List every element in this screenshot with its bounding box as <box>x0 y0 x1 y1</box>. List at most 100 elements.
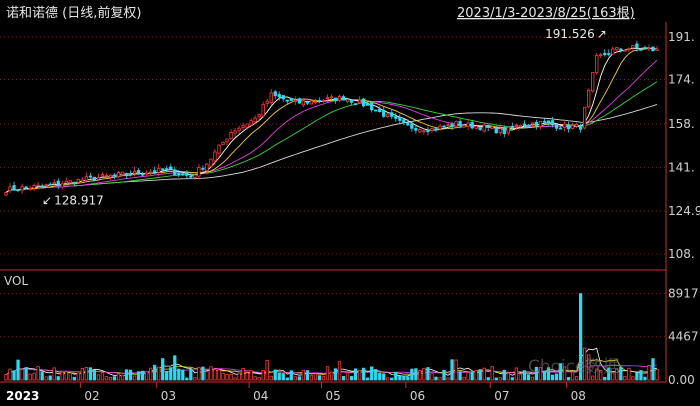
volume-bar <box>116 373 121 381</box>
candle-body <box>205 163 209 172</box>
candle-body <box>454 121 458 127</box>
volume-bar <box>257 377 261 381</box>
candle-body <box>635 43 639 49</box>
volume-bar <box>72 376 76 381</box>
volume-bar <box>438 377 442 381</box>
candle-body <box>390 112 394 117</box>
candle-body <box>297 98 301 104</box>
candle-body <box>494 127 498 134</box>
chart-title: 诺和诺德 (日线,前复权) <box>6 5 141 21</box>
volume-bar <box>522 370 527 381</box>
candlesticks <box>4 40 659 197</box>
volume-bar <box>333 368 338 381</box>
volume-bar <box>534 366 539 381</box>
candle-body <box>583 106 587 129</box>
candle-body <box>534 121 539 127</box>
volume-bar <box>615 368 619 381</box>
candle-body <box>627 48 631 51</box>
candle-body <box>128 173 133 176</box>
volume-bar <box>124 369 129 381</box>
candle-body <box>655 48 659 51</box>
high-arrow-icon: ↗ <box>597 27 607 41</box>
candle-body <box>510 125 514 128</box>
ma20-line <box>5 59 658 193</box>
time-tick-label: 04 <box>253 389 268 403</box>
volume-bar <box>317 375 322 381</box>
volume-bar <box>530 376 535 381</box>
grid-lines <box>0 36 666 338</box>
volume-bar <box>64 371 68 381</box>
candle-body <box>157 167 161 173</box>
candle-body <box>96 177 101 180</box>
candle-body <box>333 97 338 102</box>
candle-body <box>169 166 173 170</box>
candle-body <box>16 189 20 192</box>
volume-bar <box>482 367 486 381</box>
candle-body <box>44 184 48 187</box>
volume-bar <box>177 368 181 381</box>
volume-bar <box>454 359 458 381</box>
volume-bar <box>96 374 101 381</box>
volume-bar <box>635 372 639 381</box>
candle-body <box>422 130 426 133</box>
candle-body <box>161 168 165 171</box>
volume-bar <box>414 368 418 381</box>
candle-body <box>490 126 494 129</box>
candle-body <box>24 186 28 189</box>
date-range[interactable]: 2023/1/3-2023/8/25(163根) <box>457 6 635 21</box>
volume-bar <box>603 376 607 381</box>
candle-body <box>599 54 603 57</box>
candle-body <box>595 55 599 74</box>
volume-bar <box>88 367 93 381</box>
candle-body <box>418 128 422 133</box>
candle-body <box>470 122 474 129</box>
volume-bar <box>357 369 362 381</box>
volume-bar <box>341 375 346 381</box>
volume-bar <box>434 376 438 381</box>
volume-bar <box>353 368 358 381</box>
candle-body <box>546 120 551 123</box>
volume-bar <box>458 371 462 381</box>
candle-body <box>269 92 273 104</box>
candle-body <box>217 144 221 154</box>
candle-body <box>185 172 189 176</box>
candle-body <box>76 179 80 183</box>
moving-averages <box>5 47 658 193</box>
volume-bar <box>92 369 97 381</box>
candle-body <box>64 180 68 184</box>
candle-body <box>80 179 84 182</box>
candle-body <box>197 167 201 177</box>
volume-bar <box>583 347 587 381</box>
candle-body <box>325 97 330 100</box>
volume-bar <box>558 363 563 381</box>
candle-body <box>402 119 406 123</box>
candle-body <box>570 125 575 129</box>
candle-body <box>104 175 109 177</box>
volume-bar <box>494 377 498 381</box>
candle-body <box>313 101 318 103</box>
volume-bars <box>4 293 659 381</box>
volume-bar <box>52 367 56 381</box>
candle-body <box>506 126 510 134</box>
volume-bar <box>140 370 145 381</box>
candle-body <box>36 184 40 187</box>
candle-body <box>201 167 205 170</box>
candle-body <box>8 186 12 192</box>
candle-body <box>398 116 402 121</box>
candle-body <box>257 113 261 118</box>
price-tick: 158. <box>668 117 695 131</box>
volume-bar <box>607 367 611 381</box>
time-tick-label: 08 <box>571 389 586 403</box>
volume-bar <box>229 373 233 381</box>
volume-bar <box>12 370 16 381</box>
candle-body <box>374 109 378 112</box>
volume-bar <box>579 293 583 381</box>
volume-bar <box>32 372 36 381</box>
candle-body <box>181 173 185 176</box>
volume-bar <box>430 373 434 381</box>
candle-body <box>245 123 249 128</box>
volume-bar <box>329 371 334 381</box>
volume-bar <box>506 372 510 381</box>
candle-body <box>177 172 181 175</box>
